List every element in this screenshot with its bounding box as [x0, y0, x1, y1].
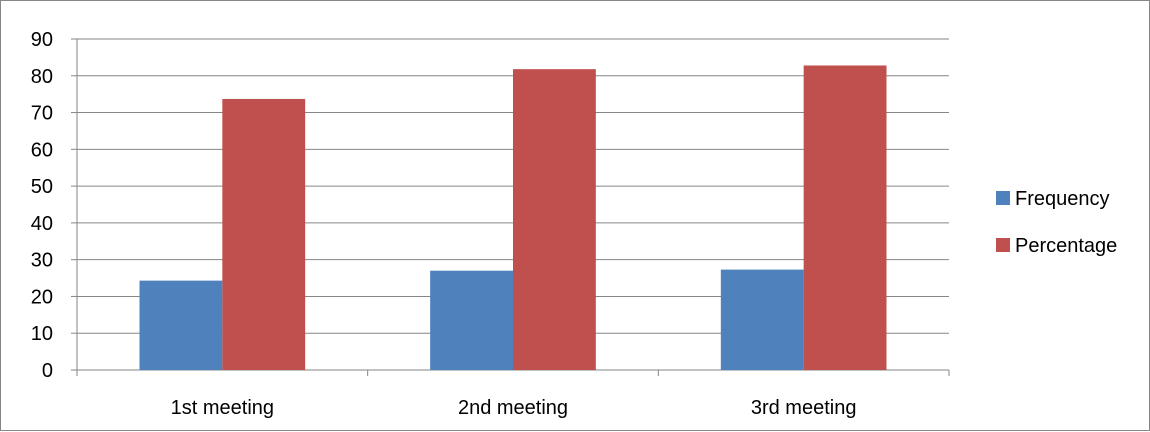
bar-frequency-1	[139, 280, 223, 370]
x-tick-label: 3rd meeting	[751, 397, 857, 419]
y-tick-label: 80	[31, 66, 53, 88]
x-tick-label: 2nd meeting	[458, 397, 568, 419]
x-tick-label: 1st meeting	[171, 397, 274, 419]
bar-percentage-3	[803, 65, 887, 370]
legend-label-frequency: Frequency	[1015, 188, 1110, 210]
y-tick-label: 30	[31, 250, 53, 272]
y-tick-label: 60	[31, 139, 53, 161]
legend-swatch-frequency	[996, 191, 1010, 205]
x-tick-labels: 1st meeting 2nd meeting 3rd meeting	[171, 397, 857, 419]
legend-swatch-percentage	[996, 238, 1010, 252]
y-tick-label: 70	[31, 103, 53, 125]
y-tick-labels: 0 10 20 30 40 50 60 70 80 90	[31, 29, 53, 382]
y-tick-label: 50	[31, 176, 53, 198]
y-tick-label: 20	[31, 286, 53, 308]
bar-frequency-3	[720, 269, 804, 370]
y-tick-label: 0	[42, 360, 53, 382]
bar-frequency-2	[430, 270, 513, 370]
legend: Frequency Percentage	[996, 188, 1117, 257]
y-tick-label: 10	[31, 323, 53, 345]
y-tick-label: 90	[31, 29, 53, 51]
bar-percentage-1	[222, 98, 306, 370]
bars	[139, 65, 887, 370]
legend-label-percentage: Percentage	[1015, 235, 1117, 257]
bar-percentage-2	[513, 69, 596, 370]
y-tick-label: 40	[31, 213, 53, 235]
